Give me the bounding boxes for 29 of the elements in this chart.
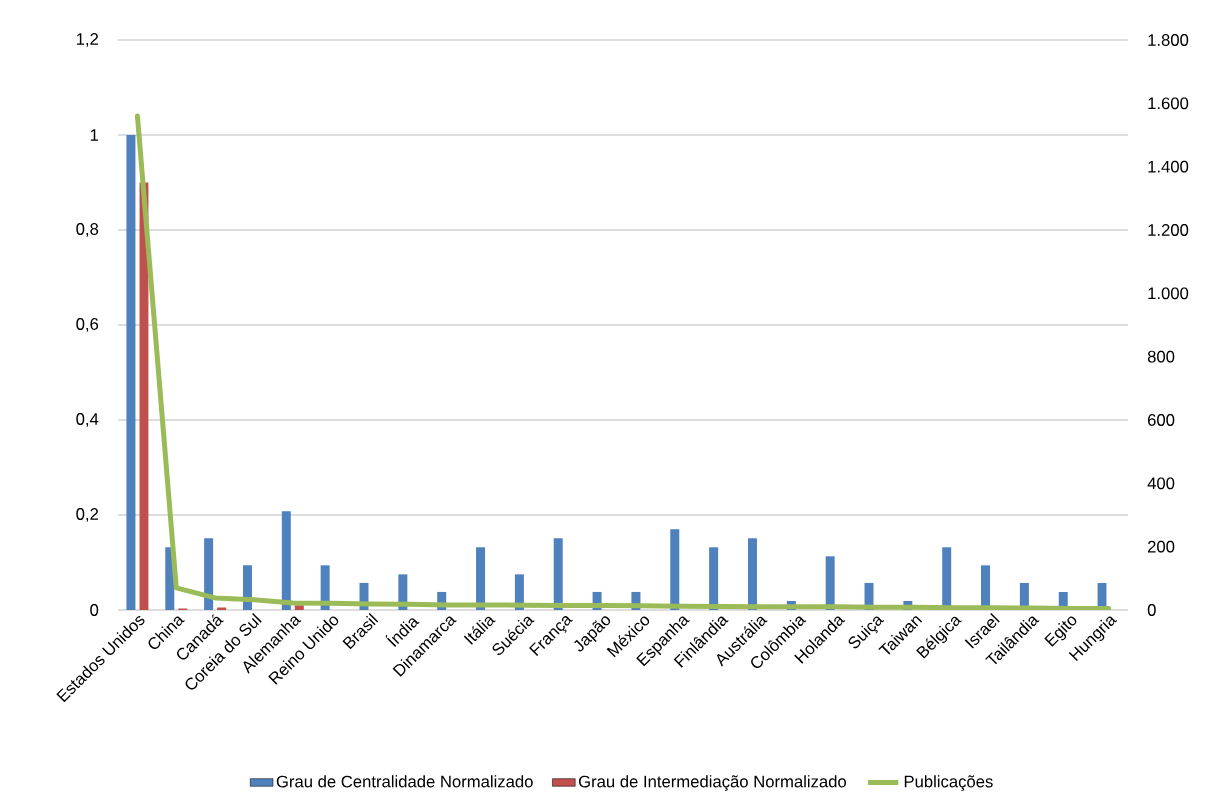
- y2-tick-label: 400: [1147, 477, 1175, 490]
- bar: [709, 547, 719, 610]
- y2-tick-label: 600: [1147, 414, 1175, 426]
- bar: [747, 538, 757, 610]
- y-tick-label: 0,2: [76, 508, 99, 522]
- y2-tick-label: 0: [1147, 604, 1156, 616]
- bar: [204, 538, 214, 610]
- y-tick-label: 0,4: [76, 413, 99, 427]
- legend-label: Grau de Intermediação Normalizado: [578, 775, 847, 791]
- y-tick-label: 1,2: [76, 33, 99, 47]
- y2-tick-label: 1.000: [1148, 287, 1189, 300]
- bar: [476, 547, 486, 610]
- y2-tick-label: 800: [1147, 350, 1175, 363]
- bar: [670, 529, 680, 610]
- y-tick-label: 1: [90, 129, 99, 141]
- bar: [126, 134, 136, 610]
- legend-label: Publicações: [904, 775, 993, 791]
- legend-label: Grau de Centralidade Normalizado: [276, 775, 533, 788]
- y-tick-label: 0,6: [76, 318, 99, 332]
- bar: [825, 556, 835, 610]
- y2-tick-label: 1.200: [1148, 224, 1189, 236]
- bar: [553, 538, 563, 610]
- y-tick-label: 0,8: [76, 223, 99, 237]
- y2-tick-label: 200: [1147, 540, 1175, 553]
- bar: [281, 511, 291, 610]
- y2-tick-label: 1.800: [1148, 34, 1189, 46]
- y2-tick-label: 1.600: [1148, 97, 1189, 110]
- y-tick-label: 0: [90, 604, 99, 616]
- y2-tick-label: 1.400: [1148, 160, 1189, 173]
